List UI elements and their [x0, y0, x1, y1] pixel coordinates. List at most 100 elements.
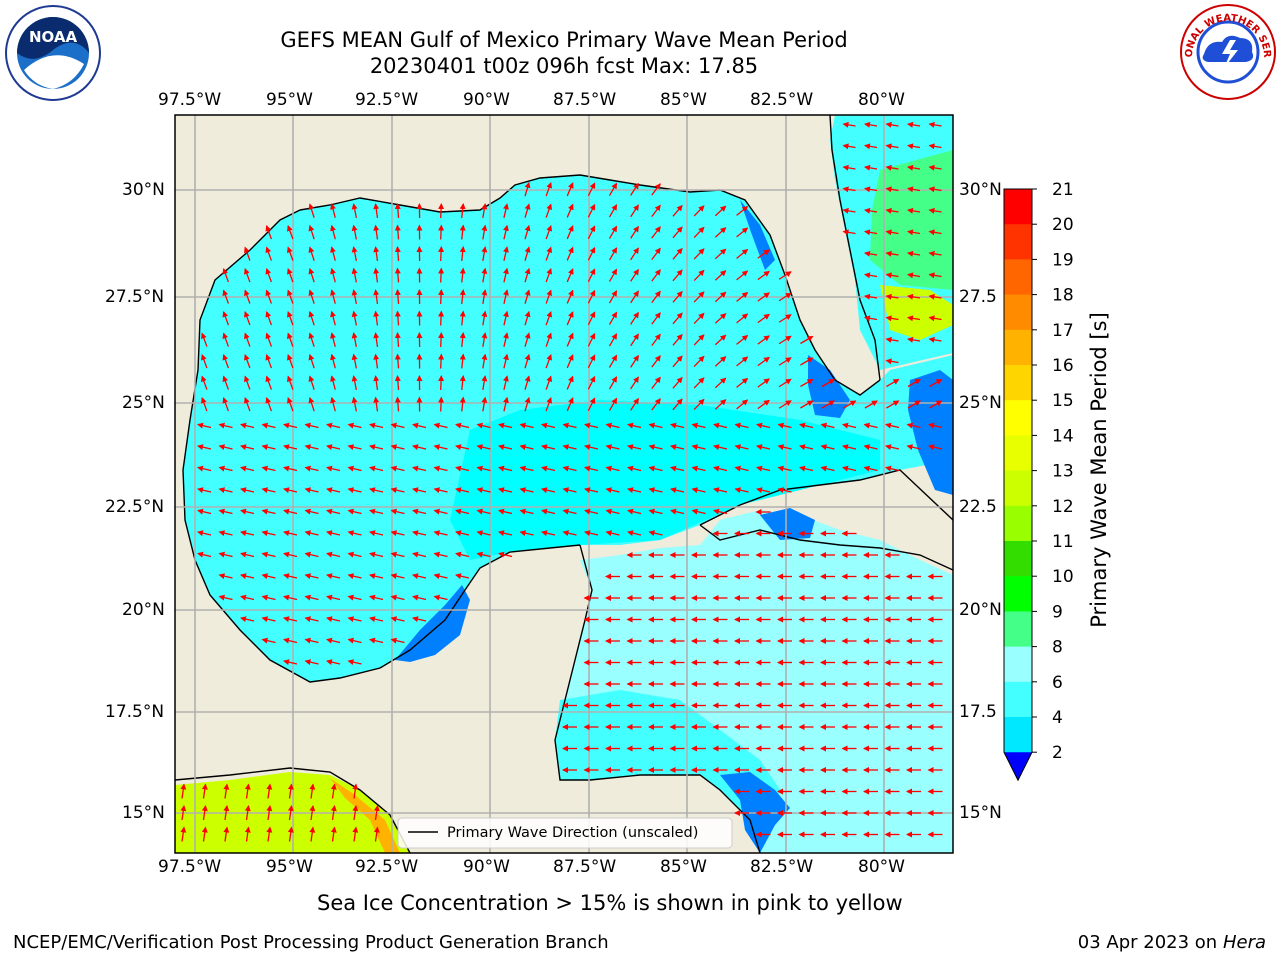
wave-arrow: [907, 293, 921, 300]
wave-arrow: [412, 530, 427, 537]
wave-arrow: [265, 246, 273, 261]
wave-arrow: [672, 355, 683, 368]
wave-arrow: [648, 465, 663, 472]
wave-arrow: [605, 465, 620, 472]
wave-arrow: [714, 270, 727, 281]
wave-arrow: [756, 487, 771, 494]
lon-label-top: 90°W: [463, 90, 510, 110]
wave-arrow: [928, 293, 942, 300]
wave-arrow: [608, 182, 618, 196]
wave-arrow: [693, 269, 705, 281]
wave-arrow: [757, 313, 770, 324]
wave-arrow: [308, 310, 315, 326]
wave-arrow: [244, 826, 251, 842]
wave-arrow: [906, 422, 921, 429]
colorbar-segment: [1004, 365, 1032, 401]
lat-label-right: 20°N: [959, 600, 1002, 620]
wave-arrow: [907, 315, 921, 322]
wave-arrow: [459, 224, 466, 240]
wave-arrow: [369, 444, 384, 451]
wave-arrow: [608, 268, 618, 282]
wave-arrow: [630, 182, 639, 196]
wave-arrow: [455, 487, 470, 494]
wave-arrow: [566, 203, 574, 218]
wave-arrow: [648, 508, 663, 515]
wave-arrow: [265, 310, 273, 326]
wave-arrow: [261, 530, 276, 537]
wave-arrow: [347, 465, 362, 472]
wave-arrow: [330, 267, 336, 283]
wave-arrow: [907, 229, 921, 236]
wave-arrow: [394, 310, 401, 326]
wave-arrow: [524, 246, 531, 261]
wave-arrow: [369, 637, 384, 644]
wave-arrow: [672, 290, 683, 303]
wave-arrow: [757, 399, 770, 410]
colorbar-tick-label: 14: [1052, 426, 1074, 446]
wave-arrow: [459, 353, 466, 369]
wave-arrow: [304, 573, 319, 580]
wave-arrow: [244, 783, 251, 799]
wave-arrow: [218, 422, 233, 429]
wave-arrow: [566, 268, 574, 283]
wave-arrow: [864, 143, 878, 150]
wave-arrow: [800, 400, 814, 409]
wave-arrow: [734, 422, 749, 429]
footer-date: 03 Apr 2023 on Hera: [1078, 932, 1266, 953]
wave-arrow: [885, 422, 900, 429]
wave-arrow: [326, 530, 341, 537]
wave-arrow: [630, 397, 639, 411]
wave-arrow: [608, 290, 618, 304]
wave-arrow: [863, 465, 878, 472]
wave-arrow: [584, 444, 599, 451]
wave-arrow: [286, 396, 294, 412]
footer-organization: NCEP/EMC/Verification Post Processing Pr…: [13, 932, 609, 953]
lat-label-left: 30°N: [122, 180, 165, 200]
wave-arrow: [347, 637, 362, 644]
wave-arrow: [433, 573, 448, 580]
wave-arrow: [455, 573, 470, 580]
wave-arrow: [197, 530, 212, 537]
wave-arrow: [524, 375, 531, 390]
wave-arrow: [326, 594, 341, 601]
colorbar-segment: [1004, 470, 1032, 507]
wave-arrow: [587, 311, 596, 326]
wave-arrow: [713, 444, 728, 451]
wave-arrow: [566, 397, 574, 412]
wave-arrow: [864, 121, 878, 128]
wave-arrow: [283, 530, 298, 537]
wave-arrow: [330, 246, 336, 261]
colorbar-tick-label: 9: [1052, 602, 1063, 622]
wave-arrow: [390, 508, 405, 515]
wave-arrow: [308, 203, 315, 218]
wave-arrow: [330, 375, 336, 390]
wave-arrow: [545, 310, 552, 326]
wave-arrow: [308, 267, 315, 283]
wave-arrow: [627, 508, 642, 515]
wave-arrow: [308, 375, 315, 390]
wave-arrow: [197, 487, 212, 494]
wave-arrow: [351, 289, 358, 304]
lon-label-bottom: 85°W: [660, 857, 707, 877]
wave-arrow: [799, 444, 814, 451]
wave-arrow: [308, 289, 315, 304]
wave-arrow: [412, 594, 427, 601]
wave-arrow: [648, 530, 663, 537]
wave-arrow: [566, 246, 574, 261]
wave-arrow: [286, 332, 294, 347]
wave-arrow: [481, 353, 488, 369]
wave-arrow: [283, 551, 298, 558]
wave-arrow: [545, 353, 552, 369]
colorbar-segment: [1004, 435, 1032, 472]
wave-arrow: [757, 335, 770, 345]
wave-arrow: [885, 186, 899, 193]
wave-arrow: [800, 357, 814, 366]
wave-arrow: [651, 204, 661, 217]
wave-arrow: [928, 121, 942, 128]
wave-arrow: [373, 353, 380, 369]
wave-arrow: [778, 271, 792, 280]
wave-arrow: [545, 267, 552, 283]
wave-arrow: [240, 465, 255, 472]
wave-arrow: [394, 289, 401, 305]
wave-arrow: [929, 400, 943, 409]
